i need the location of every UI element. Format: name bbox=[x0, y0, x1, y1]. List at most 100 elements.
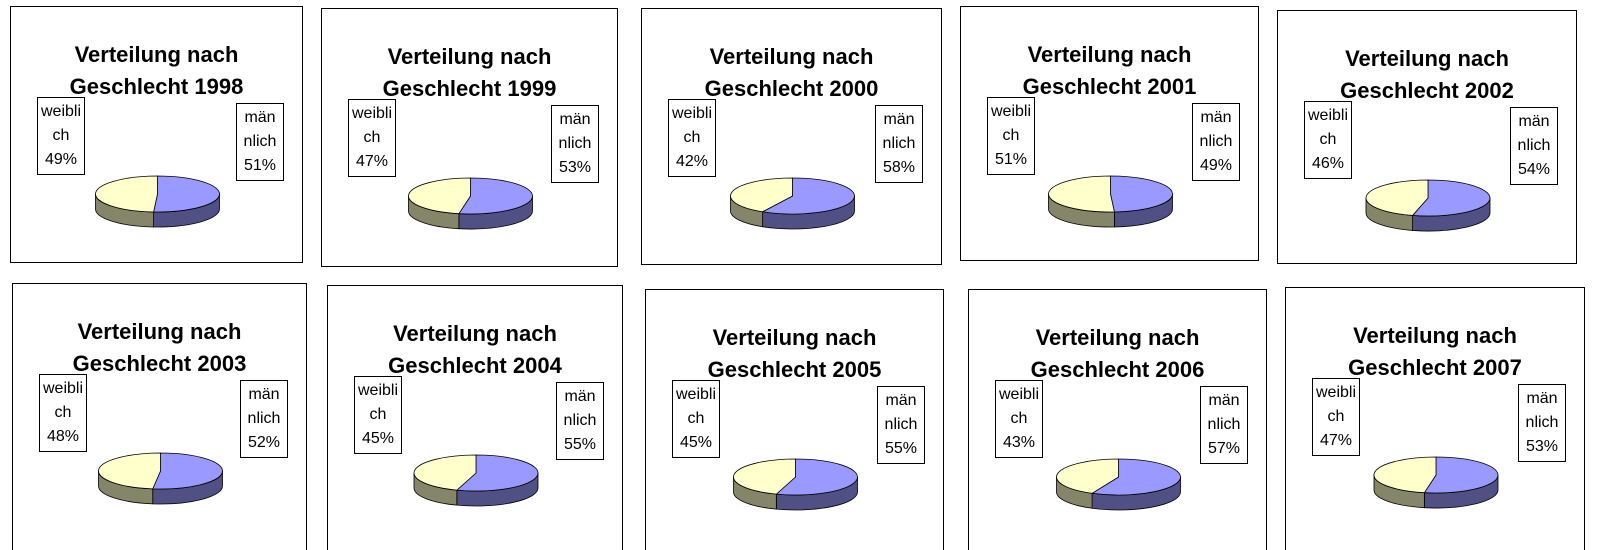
chart-panel: männlich 57% weiblich 43% Verteilung nach Ge… bbox=[968, 289, 1267, 550]
data-label: männlich 51% bbox=[236, 103, 284, 181]
category-label: männlich bbox=[884, 392, 918, 433]
chart-panel: männlich 53% weiblich 47% Verteilung nach Ge… bbox=[1285, 287, 1585, 550]
category-label: weiblich bbox=[999, 386, 1040, 427]
category-label: männlich bbox=[1525, 390, 1559, 431]
pie-slice bbox=[1056, 458, 1119, 494]
pie-top bbox=[95, 175, 220, 213]
chart-title: Verteilung nach Geschlecht 2007 bbox=[1348, 323, 1522, 380]
pie-slice bbox=[95, 175, 158, 213]
category-label: männlich bbox=[558, 111, 592, 152]
pie-slice bbox=[733, 458, 796, 495]
category-label: weiblich bbox=[1316, 384, 1357, 425]
chart-panel: männlich 54% weiblich 46% Verteilung nach Ge… bbox=[1277, 10, 1577, 264]
pie bbox=[1365, 179, 1491, 232]
category-label: männlich bbox=[243, 109, 277, 150]
pie-slice bbox=[1411, 179, 1491, 217]
data-label: männlich 55% bbox=[877, 386, 925, 464]
value-label: 53% bbox=[558, 159, 592, 176]
pie-sides bbox=[413, 472, 539, 507]
category-label: männlich bbox=[247, 386, 281, 427]
value-label: 49% bbox=[1199, 157, 1233, 174]
value-label: 57% bbox=[1207, 440, 1241, 457]
data-label: weiblich 51% bbox=[987, 97, 1035, 175]
chart-title: Verteilung nach Geschlecht 2000 bbox=[704, 44, 879, 101]
chart-panel: männlich 49% weiblich 51% Verteilung nach Ge… bbox=[960, 6, 1259, 261]
value-label: 45% bbox=[679, 434, 713, 451]
data-label: weiblich 42% bbox=[668, 99, 716, 177]
pie-top bbox=[408, 177, 533, 215]
value-label: 48% bbox=[46, 428, 80, 445]
data-label: männlich 58% bbox=[875, 105, 923, 183]
chart-panel: männlich 55% weiblich 45% Verteilung nach Ge… bbox=[645, 289, 944, 550]
pie-slice bbox=[1048, 175, 1115, 213]
data-label: männlich 54% bbox=[1510, 107, 1558, 185]
pie-slice bbox=[730, 177, 793, 213]
data-label: weiblich 43% bbox=[995, 380, 1043, 458]
chart-panel: männlich 52% weiblich 48% Verteilung nach Ge… bbox=[12, 283, 307, 550]
pie bbox=[95, 175, 220, 228]
pie bbox=[1048, 175, 1173, 228]
value-label: 55% bbox=[563, 436, 597, 453]
pie bbox=[413, 454, 539, 507]
data-label: männlich 49% bbox=[1192, 103, 1240, 181]
value-label: 58% bbox=[882, 159, 916, 176]
category-label: männlich bbox=[882, 111, 916, 152]
pie-top bbox=[98, 452, 223, 490]
chart-panel: männlich 51% weiblich 49% Verteilung nach Ge… bbox=[10, 6, 303, 263]
pie-slice bbox=[1373, 456, 1437, 494]
chart-title: Verteilung nach Geschlecht 1998 bbox=[69, 42, 244, 99]
category-label: weiblich bbox=[358, 382, 399, 423]
category-label: männlich bbox=[1517, 113, 1551, 154]
pie bbox=[1056, 458, 1181, 511]
pie-top bbox=[1048, 175, 1173, 213]
chart-title: Verteilung nach Geschlecht 2005 bbox=[707, 325, 882, 382]
category-label: weiblich bbox=[1308, 107, 1349, 148]
category-label: weiblich bbox=[43, 380, 84, 421]
chart-panel: männlich 53% weiblich 47% Verteilung nach Ge… bbox=[321, 8, 618, 267]
chart-title: Verteilung nach Geschlecht 1999 bbox=[382, 44, 557, 101]
pie-slice bbox=[455, 454, 539, 492]
data-label: weiblich 49% bbox=[37, 97, 85, 175]
data-label: männlich 53% bbox=[551, 105, 599, 183]
value-label: 43% bbox=[1002, 434, 1036, 451]
pie-slice bbox=[408, 177, 471, 215]
chart-panel: männlich 55% weiblich 45% Verteilung nach Ge… bbox=[327, 285, 623, 550]
data-label: männlich 57% bbox=[1200, 386, 1248, 464]
category-label: männlich bbox=[563, 388, 597, 429]
value-label: 51% bbox=[243, 157, 277, 174]
data-label: männlich 52% bbox=[240, 380, 288, 458]
pie-slice bbox=[761, 177, 855, 215]
value-label: 42% bbox=[675, 153, 709, 170]
data-label: weiblich 48% bbox=[39, 374, 87, 452]
pie bbox=[98, 452, 223, 505]
pie-top bbox=[1373, 456, 1499, 494]
value-label: 49% bbox=[44, 151, 78, 168]
data-label: männlich 53% bbox=[1518, 384, 1566, 462]
category-label: männlich bbox=[1207, 392, 1241, 433]
pie-slice bbox=[153, 175, 220, 213]
chart-title: Verteilung nach Geschlecht 2004 bbox=[388, 321, 562, 378]
pie-slice bbox=[775, 458, 858, 496]
data-label: weiblich 47% bbox=[348, 99, 396, 177]
pie bbox=[1373, 456, 1499, 509]
value-label: 54% bbox=[1517, 161, 1551, 178]
pie-top bbox=[730, 177, 855, 215]
value-label: 46% bbox=[1311, 155, 1345, 172]
pie-slice bbox=[1365, 179, 1429, 216]
pie bbox=[408, 177, 533, 230]
pie-slice bbox=[152, 452, 223, 490]
category-label: weiblich bbox=[672, 105, 713, 146]
category-label: weiblich bbox=[676, 386, 717, 427]
data-label: männlich 55% bbox=[556, 382, 604, 460]
pie bbox=[730, 177, 855, 230]
category-label: männlich bbox=[1199, 109, 1233, 150]
chart-title: Verteilung nach Geschlecht 2002 bbox=[1340, 46, 1514, 103]
value-label: 55% bbox=[884, 440, 918, 457]
pie-slice bbox=[1110, 175, 1173, 213]
pie-slice bbox=[98, 452, 161, 490]
pie bbox=[733, 458, 858, 511]
pie-slice bbox=[413, 454, 477, 491]
value-label: 45% bbox=[361, 430, 395, 447]
category-label: weiblich bbox=[41, 103, 82, 144]
